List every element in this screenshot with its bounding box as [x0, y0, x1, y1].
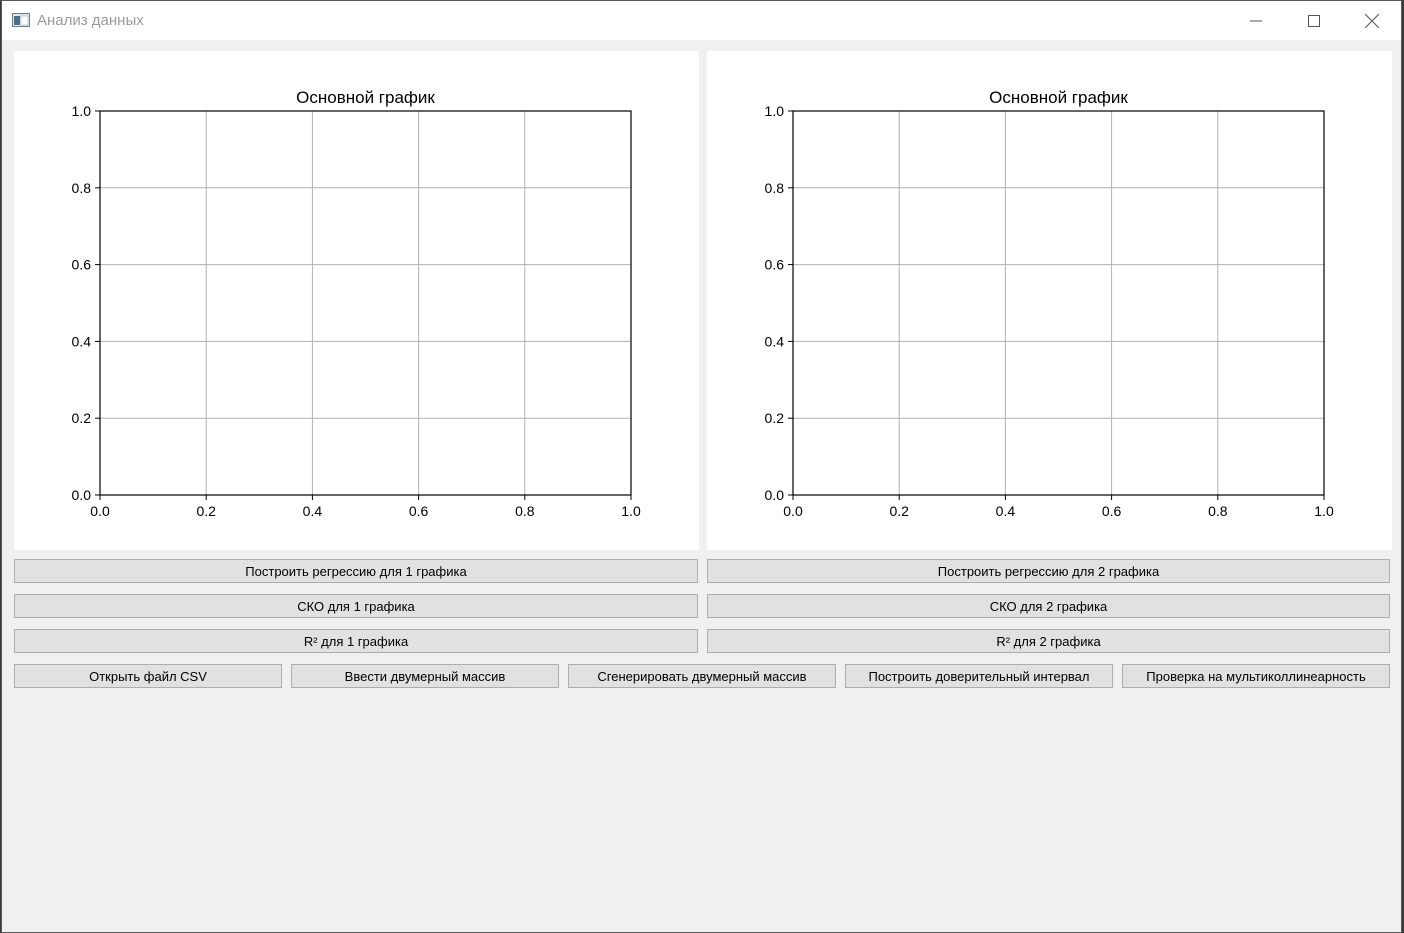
y-tick-label: 0.0	[72, 487, 92, 503]
x-tick-label: 0.0	[783, 503, 803, 519]
y-tick-label: 0.6	[765, 257, 785, 273]
title-bar[interactable]: Анализ данных	[2, 1, 1401, 40]
plot-area	[792, 110, 1325, 496]
y-tick-label: 0.4	[72, 333, 92, 349]
x-tick-label: 0.2	[889, 503, 909, 519]
x-tick-label: 0.4	[303, 503, 323, 519]
close-icon	[1365, 13, 1379, 28]
chart-2: Основной график 0.0 0.2 0.4 0.6 0.8 1.0 …	[765, 88, 1334, 519]
sko-2-button[interactable]: СКО для 2 графика	[707, 594, 1390, 618]
enter-array-button[interactable]: Ввести двумерный массив	[291, 664, 559, 688]
plot-canvas-2[interactable]: Основной график 0.0 0.2 0.4 0.6 0.8 1.0 …	[707, 51, 1392, 550]
x-tick-label: 0.2	[196, 503, 216, 519]
y-tick-label: 0.4	[765, 333, 785, 349]
chart-ticks	[788, 110, 1325, 500]
chart-grid	[792, 110, 1325, 496]
r2-2-button[interactable]: R² для 2 графика	[707, 629, 1390, 653]
y-tick-label: 1.0	[765, 103, 785, 119]
x-tick-label: 0.8	[515, 503, 535, 519]
x-tick-labels: 0.0 0.2 0.4 0.6 0.8 1.0	[783, 503, 1334, 519]
maximize-icon	[1308, 14, 1320, 27]
minimize-icon	[1250, 20, 1262, 21]
y-tick-labels: 0.0 0.2 0.4 0.6 0.8 1.0	[765, 103, 785, 503]
chart-ticks	[95, 110, 632, 500]
x-tick-label: 0.4	[996, 503, 1016, 519]
close-button[interactable]	[1343, 1, 1401, 40]
confidence-interval-button[interactable]: Построить доверительный интервал	[845, 664, 1113, 688]
regression-1-button[interactable]: Построить регрессию для 1 графика	[14, 559, 698, 583]
x-tick-label: 0.6	[1102, 503, 1122, 519]
r2-1-button[interactable]: R² для 1 графика	[14, 629, 698, 653]
maximize-button[interactable]	[1285, 1, 1343, 40]
plot-area	[99, 110, 632, 496]
sko-1-button[interactable]: СКО для 1 графика	[14, 594, 698, 618]
window-title: Анализ данных	[37, 12, 144, 29]
app-window-icon	[12, 13, 30, 32]
x-tick-label: 0.6	[409, 503, 429, 519]
x-tick-label: 1.0	[621, 503, 641, 519]
chart-grid	[99, 110, 632, 496]
y-tick-label: 0.2	[72, 410, 92, 426]
x-tick-label: 0.0	[90, 503, 110, 519]
chart-title: Основной график	[989, 88, 1128, 107]
plot-canvas-1[interactable]: Основной график 0.0 0.2 0.4 0.6 0.8 1.0 …	[14, 51, 699, 550]
minimize-button[interactable]	[1227, 1, 1285, 40]
y-tick-labels: 0.0 0.2 0.4 0.6 0.8 1.0	[72, 103, 92, 503]
chart-title: Основной график	[296, 88, 435, 107]
chart-1: Основной график 0.0 0.2 0.4 0.6 0.8 1.0 …	[72, 88, 641, 519]
y-tick-label: 0.6	[72, 257, 92, 273]
y-tick-label: 1.0	[72, 103, 92, 119]
y-tick-label: 0.0	[765, 487, 785, 503]
x-tick-labels: 0.0 0.2 0.4 0.6 0.8 1.0	[90, 503, 641, 519]
x-tick-label: 0.8	[1208, 503, 1228, 519]
multicollinearity-button[interactable]: Проверка на мультиколлинеарность	[1122, 664, 1390, 688]
x-tick-label: 1.0	[1314, 503, 1334, 519]
regression-2-button[interactable]: Построить регрессию для 2 графика	[707, 559, 1390, 583]
generate-array-button[interactable]: Сгенерировать двумерный массив	[568, 664, 836, 688]
y-tick-label: 0.8	[765, 180, 785, 196]
y-tick-label: 0.8	[72, 180, 92, 196]
open-csv-button[interactable]: Открыть файл CSV	[14, 664, 282, 688]
y-tick-label: 0.2	[765, 410, 785, 426]
